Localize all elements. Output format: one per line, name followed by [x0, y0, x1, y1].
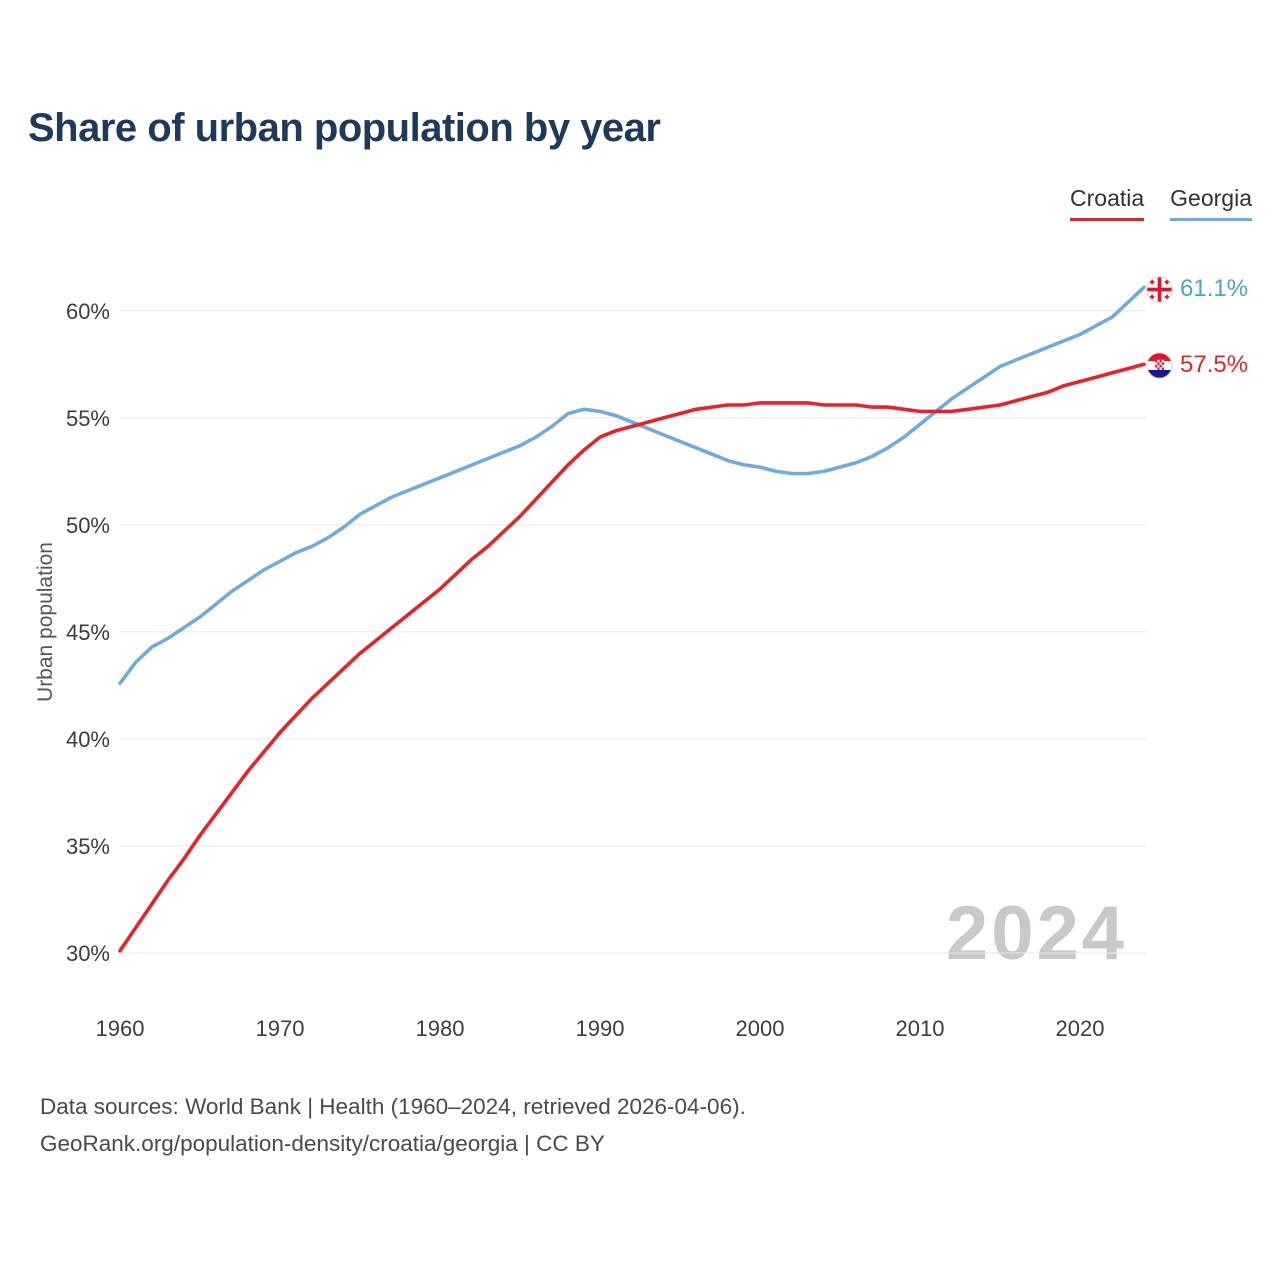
legend-item-croatia[interactable]: Croatia — [1070, 185, 1145, 221]
y-tick-label: 60% — [66, 299, 110, 324]
y-tick-label: 40% — [66, 727, 110, 752]
x-tick-label: 1980 — [416, 1016, 465, 1041]
y-tick-label: 50% — [66, 513, 110, 538]
x-tick-label: 2000 — [736, 1016, 785, 1041]
georgia-flag-icon — [1146, 275, 1173, 303]
data-sources-line: Data sources: World Bank | Health (1960–… — [40, 1094, 746, 1119]
y-tick-label: 35% — [66, 834, 110, 859]
croatia-end-value: 57.5% — [1180, 351, 1249, 378]
y-tick-label: 55% — [66, 406, 110, 431]
x-tick-label: 2010 — [896, 1016, 945, 1041]
attribution-line: GeoRank.org/population-density/croatia/g… — [40, 1131, 605, 1156]
x-tick-label: 2020 — [1056, 1016, 1105, 1041]
legend: Croatia Georgia — [1070, 185, 1252, 221]
croatia-flag-icon — [1146, 351, 1173, 379]
x-tick-label: 1960 — [96, 1016, 145, 1041]
y-tick-label: 30% — [66, 941, 110, 966]
series-line-georgia — [118, 285, 1146, 686]
chart-title: Share of urban population by year — [28, 106, 661, 150]
legend-item-georgia[interactable]: Georgia — [1170, 185, 1252, 221]
footer: Data sources: World Bank | Health (1960–… — [40, 1088, 746, 1162]
x-tick-label: 1990 — [576, 1016, 625, 1041]
georgia-end-label: 61.1% — [1146, 275, 1248, 303]
series-line-croatia — [118, 362, 1146, 953]
x-tick-label: 1970 — [256, 1016, 305, 1041]
georgia-end-value: 61.1% — [1180, 275, 1249, 302]
croatia-end-label: 57.5% — [1146, 351, 1248, 379]
y-tick-label: 45% — [66, 620, 110, 645]
watermark-year: 2024 — [946, 891, 1128, 976]
